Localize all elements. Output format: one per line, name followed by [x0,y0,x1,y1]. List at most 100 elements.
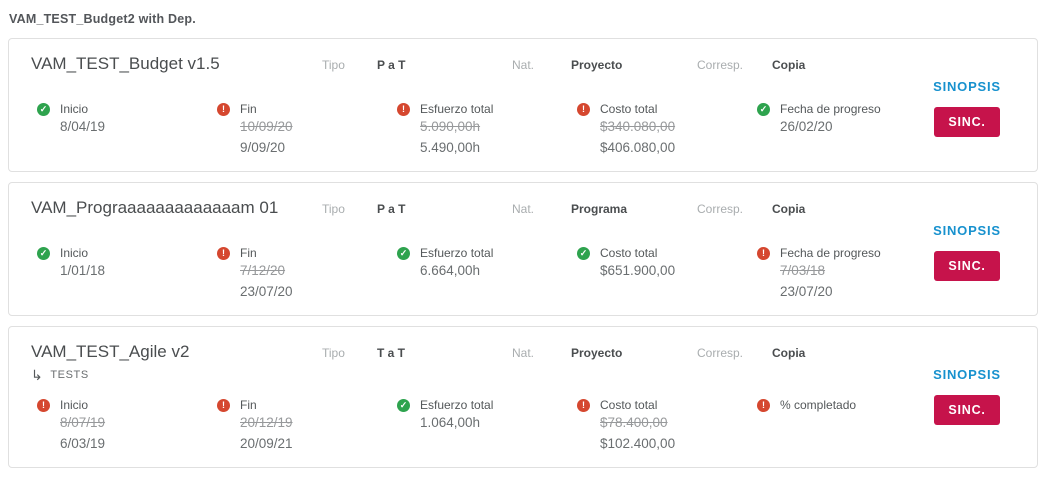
status-icon [217,398,230,412]
corresp-value: Copia [772,58,806,72]
field-esfuerzo-total: Esfuerzo total 1.064,00h [397,398,577,454]
field-label: Fin [240,246,257,260]
card-header: VAM_Prograaaaaaaaaaaaam 01 Tipo P a T Na… [31,198,892,218]
tipo-label: Tipo [322,202,345,216]
field-old-value: 7/03/18 [780,263,826,278]
field-fin: Fin 10/09/20 9/09/20 [217,102,397,158]
field-label: Costo total [600,246,658,260]
card-actions: SINOPSIS SINC. [932,367,1002,425]
status-icon [577,398,590,412]
field-value: 23/07/20 [780,284,833,299]
tipo-value: P a T [377,58,406,72]
field-value: $406.080,00 [600,140,676,155]
field-value: 9/09/20 [240,140,286,155]
status-icon [397,398,410,412]
field-old-value: 7/12/20 [240,263,286,278]
field-label: % completado [780,398,857,412]
fields-row: Inicio 1/01/18 Fin 7/12/20 23/07/20 Esfu… [37,246,892,302]
subtask-row: ↳ TESTS [31,368,892,382]
card-header: VAM_TEST_Budget v1.5 Tipo P a T Nat. Pro… [31,54,892,74]
sinc-button[interactable]: SINC. [934,251,1000,281]
corresp-value: Copia [772,202,806,216]
corresp-label: Corresp. [697,346,744,360]
corresp-label: Corresp. [697,58,744,72]
status-icon [397,102,410,116]
field-value: 8/04/19 [60,119,106,134]
status-icon [37,398,50,412]
field-value: 23/07/20 [240,284,293,299]
sinopsis-link[interactable]: SINOPSIS [933,79,1001,94]
field-value: 6.664,00h [420,263,481,278]
field-costo-total: Costo total $651.900,00 [577,246,757,302]
subtask-arrow-icon: ↳ [31,367,44,383]
field-label: Inicio [60,246,89,260]
nat-value: Proyecto [571,346,623,360]
page-title: VAM_TEST_Budget2 with Dep. [9,12,196,26]
fields-row: Inicio 8/04/19 Fin 10/09/20 9/09/20 Esfu… [37,102,892,158]
fields-row: Inicio 8/07/19 6/03/19 Fin 20/12/19 20/0… [37,398,892,454]
field-old-value: $340.080,00 [600,119,676,134]
field-fin: Fin 20/12/19 20/09/21 [217,398,397,454]
project-card: VAM_TEST_Budget v1.5 Tipo P a T Nat. Pro… [8,38,1038,172]
field-label: Inicio [60,398,89,412]
field-old-value: $78.400,00 [600,415,668,430]
field-label: Esfuerzo total [420,102,494,116]
project-title: VAM_TEST_Budget v1.5 [31,54,220,73]
tipo-value: T a T [377,346,406,360]
field-fecha-progreso: Fecha de progreso 7/03/18 23/07/20 [757,246,937,302]
field-value: $102.400,00 [600,436,676,451]
nat-label: Nat. [512,202,535,216]
card-header: VAM_TEST_Agile v2 Tipo T a T Nat. Proyec… [31,342,892,362]
status-icon [577,102,590,116]
field-old-value: 20/12/19 [240,415,293,430]
field-label: Esfuerzo total [420,398,494,412]
field-pct-completado: % completado [757,398,937,454]
card-actions: SINOPSIS SINC. [932,79,1002,137]
status-icon [757,246,770,260]
field-value: 1/01/18 [60,263,106,278]
nat-label: Nat. [512,346,535,360]
nat-value: Programa [571,202,628,216]
field-inicio: Inicio 8/04/19 [37,102,217,158]
status-icon [37,102,50,116]
corresp-value: Copia [772,346,806,360]
field-label: Costo total [600,102,658,116]
field-value: $651.900,00 [600,263,676,278]
corresp-label: Corresp. [697,202,744,216]
status-icon [217,102,230,116]
field-costo-total: Costo total $340.080,00 $406.080,00 [577,102,757,158]
sinopsis-link[interactable]: SINOPSIS [933,223,1001,238]
status-icon [757,102,770,116]
field-value: 6/03/19 [60,436,106,451]
tipo-value: P a T [377,202,406,216]
project-card: VAM_TEST_Agile v2 Tipo T a T Nat. Proyec… [8,326,1038,468]
project-card: VAM_Prograaaaaaaaaaaaam 01 Tipo P a T Na… [8,182,1038,316]
field-value: 5.490,00h [420,140,481,155]
project-title: VAM_Prograaaaaaaaaaaaam 01 [31,198,279,217]
field-fin: Fin 7/12/20 23/07/20 [217,246,397,302]
tipo-label: Tipo [322,58,345,72]
status-icon [577,246,590,260]
field-label: Inicio [60,102,89,116]
field-label: Fin [240,398,257,412]
field-label: Esfuerzo total [420,246,494,260]
status-icon [397,246,410,260]
field-value: 20/09/21 [240,436,293,451]
sinc-button[interactable]: SINC. [934,395,1000,425]
status-icon [217,246,230,260]
field-esfuerzo-total: Esfuerzo total 6.664,00h [397,246,577,302]
field-esfuerzo-total: Esfuerzo total 5.090,00h 5.490,00h [397,102,577,158]
field-inicio: Inicio 1/01/18 [37,246,217,302]
subtask-label: TESTS [50,369,89,381]
field-label: Fin [240,102,257,116]
sinopsis-link[interactable]: SINOPSIS [933,367,1001,382]
status-icon [757,398,770,412]
sinc-button[interactable]: SINC. [934,107,1000,137]
field-old-value: 8/07/19 [60,415,106,430]
field-value: 26/02/20 [780,119,833,134]
nat-label: Nat. [512,58,535,72]
field-label: Costo total [600,398,658,412]
tipo-label: Tipo [322,346,345,360]
field-costo-total: Costo total $78.400,00 $102.400,00 [577,398,757,454]
field-old-value: 5.090,00h [420,119,481,134]
